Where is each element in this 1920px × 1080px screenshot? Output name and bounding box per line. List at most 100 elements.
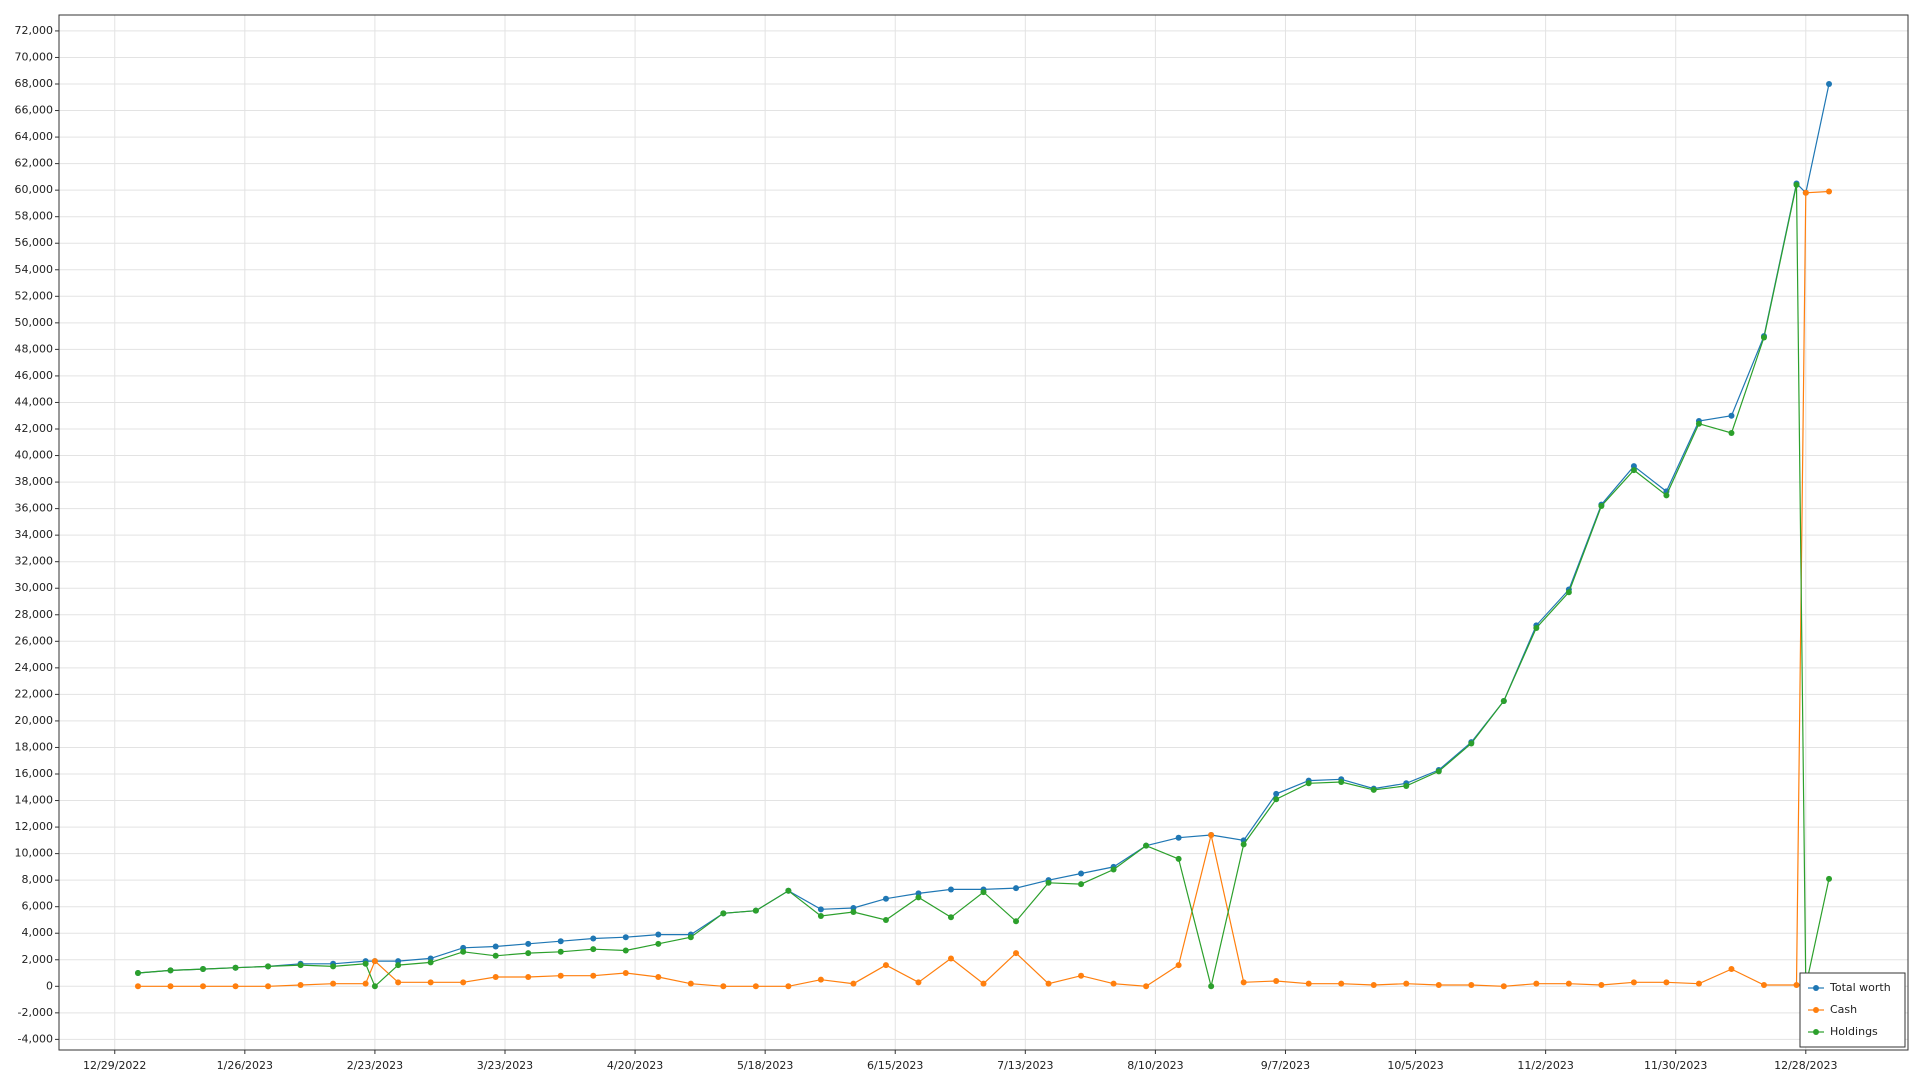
data-point	[557, 948, 564, 955]
x-tick-label: 12/28/2023	[1774, 1059, 1837, 1072]
data-point	[1793, 981, 1800, 988]
data-point	[1630, 979, 1637, 986]
data-point	[1370, 981, 1377, 988]
y-tick-label: 20,000	[15, 714, 54, 727]
data-point	[1500, 983, 1507, 990]
data-point	[622, 947, 629, 954]
data-point	[395, 979, 402, 986]
plot-frame	[58, 14, 1909, 1051]
data-point	[371, 958, 378, 965]
data-point	[817, 976, 824, 983]
legend-label: Holdings	[1830, 1025, 1878, 1038]
data-point	[1728, 429, 1735, 436]
data-point	[947, 955, 954, 962]
y-tick-label: -2,000	[18, 1006, 53, 1019]
y-tick-label: 26,000	[15, 634, 54, 647]
data-point	[297, 981, 304, 988]
data-point	[525, 974, 532, 981]
legend-swatch-dot	[1813, 1029, 1819, 1035]
data-point	[1045, 980, 1052, 987]
data-point	[557, 938, 564, 945]
data-point	[1728, 966, 1735, 973]
data-point	[1175, 962, 1182, 969]
legend-label: Cash	[1830, 1003, 1857, 1016]
data-point	[1826, 875, 1833, 882]
data-point	[1273, 978, 1280, 984]
data-point	[850, 980, 857, 987]
data-point	[1240, 979, 1247, 986]
y-tick-label: 70,000	[15, 50, 54, 63]
y-tick-label: 8,000	[22, 873, 54, 886]
data-point	[1110, 980, 1117, 987]
data-point	[980, 889, 987, 896]
data-point	[1760, 334, 1767, 341]
data-point	[622, 970, 629, 977]
data-point	[655, 974, 662, 981]
y-tick-label: 48,000	[15, 342, 54, 355]
data-point	[1273, 790, 1280, 797]
data-point	[590, 946, 597, 953]
data-point	[1013, 885, 1020, 892]
data-point	[817, 906, 824, 913]
data-point	[134, 983, 141, 990]
data-point	[1078, 881, 1085, 888]
data-point	[265, 963, 272, 970]
y-tick-label: 0	[46, 979, 53, 992]
data-point	[882, 895, 889, 902]
data-point	[525, 940, 532, 947]
data-point	[1468, 981, 1475, 988]
data-point	[1208, 983, 1215, 990]
data-point	[1695, 980, 1702, 987]
data-point	[427, 959, 434, 966]
y-tick-label: 60,000	[15, 183, 54, 196]
data-point	[1110, 866, 1117, 873]
data-point	[1533, 980, 1540, 987]
data-point	[1468, 740, 1475, 747]
data-point	[915, 979, 922, 986]
data-point	[1728, 412, 1735, 419]
data-point	[1013, 950, 1020, 957]
data-point	[590, 972, 597, 979]
data-point	[525, 950, 532, 957]
x-tick-label: 7/13/2023	[997, 1059, 1053, 1072]
y-tick-label: 16,000	[15, 767, 54, 780]
data-point	[1175, 855, 1182, 862]
data-point	[460, 948, 467, 955]
data-point	[1338, 980, 1345, 987]
y-tick-label: 4,000	[22, 926, 54, 939]
data-point	[1533, 625, 1540, 632]
y-tick-label: -4,000	[18, 1032, 53, 1045]
x-tick-label: 12/29/2022	[83, 1059, 146, 1072]
data-point	[232, 964, 239, 971]
data-point	[785, 887, 792, 894]
legend-swatch-dot	[1813, 1007, 1819, 1013]
data-point	[232, 983, 239, 990]
y-tick-label: 18,000	[15, 740, 54, 753]
data-point	[1370, 786, 1377, 793]
y-tick-label: 46,000	[15, 369, 54, 382]
data-point	[1435, 768, 1442, 775]
series-line	[137, 184, 1830, 988]
y-tick-label: 62,000	[15, 157, 54, 170]
y-tick-label: 58,000	[15, 210, 54, 223]
data-point	[200, 966, 207, 973]
x-tick-label: 6/15/2023	[867, 1059, 923, 1072]
data-point	[1802, 189, 1809, 196]
legend-label: Total worth	[1829, 981, 1891, 994]
y-tick-label: 68,000	[15, 77, 54, 90]
x-tick-label: 8/10/2023	[1127, 1059, 1183, 1072]
data-point	[720, 983, 727, 990]
x-tick-label: 11/2/2023	[1517, 1059, 1573, 1072]
y-tick-label: 64,000	[15, 130, 54, 143]
data-point	[655, 940, 662, 947]
data-point	[1695, 420, 1702, 427]
data-point	[371, 983, 378, 990]
data-point	[265, 983, 272, 990]
data-point	[167, 967, 174, 974]
data-point	[622, 934, 629, 941]
y-tick-label: 66,000	[15, 104, 54, 117]
data-point	[1403, 782, 1410, 789]
legend-swatch-dot	[1813, 985, 1819, 991]
y-tick-label: 42,000	[15, 422, 54, 435]
